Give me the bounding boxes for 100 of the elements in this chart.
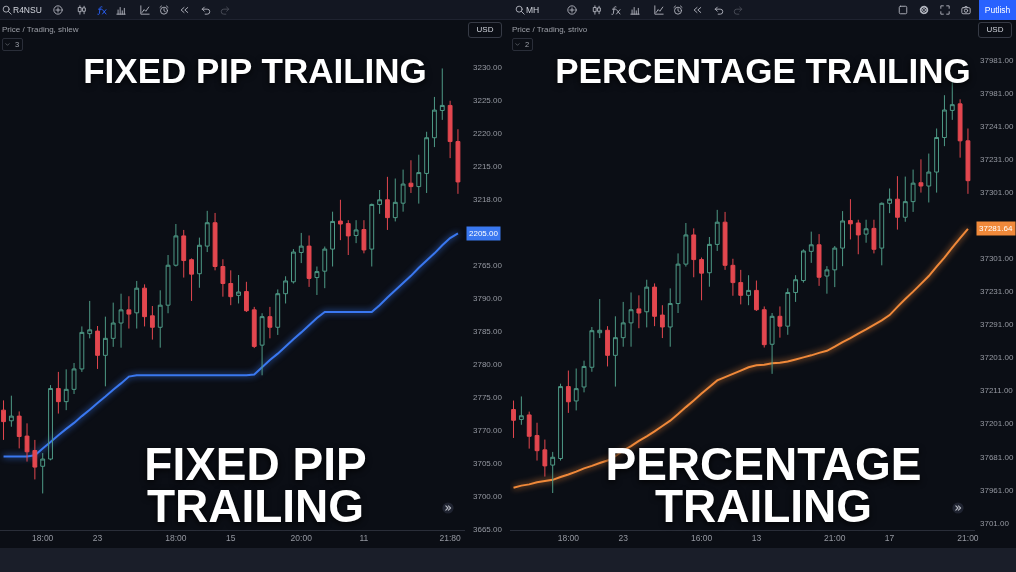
candlestick: [361, 219, 367, 254]
candlestick: [550, 451, 556, 494]
candlestick: [565, 370, 571, 414]
x-tick-label: 16:00: [690, 533, 713, 544]
text: 37211.00: [980, 386, 1013, 397]
candlestick: [345, 219, 351, 256]
candlestick: [377, 189, 383, 215]
x-tick-label: 13: [751, 533, 762, 544]
chart-subtitle: Price / Trading, strivo: [512, 25, 588, 34]
candlestick: [895, 175, 900, 231]
text: 37961.00: [980, 485, 1014, 496]
text: 3701.00: [980, 518, 1009, 529]
candlestick: [369, 203, 375, 267]
candlestick: [134, 280, 140, 330]
candlestick: [534, 422, 540, 462]
candlestick: [322, 246, 328, 289]
candlestick: [228, 269, 234, 306]
candlestick: [338, 199, 343, 241]
text: 37241.00: [980, 121, 1014, 132]
candlestick: [848, 198, 853, 240]
candlestick: [110, 302, 116, 348]
candlestick: [8, 395, 14, 428]
text: 37231.00: [980, 287, 1014, 298]
candlestick: [675, 252, 681, 314]
candlestick: [63, 368, 69, 411]
text: USD: [978, 22, 1012, 38]
candlestick: [667, 287, 673, 348]
annotation: FIXED PIP TRAILING: [143, 438, 368, 532]
text: 37201.00: [980, 419, 1014, 430]
candlestick: [597, 298, 603, 339]
text: 3700.00: [473, 492, 502, 503]
x-tick-label: 18:00: [32, 533, 54, 544]
candlestick: [753, 280, 759, 312]
candlestick: [212, 212, 218, 271]
candlestick: [957, 98, 963, 159]
text: 3230.00: [473, 63, 502, 74]
candlestick: [55, 371, 61, 415]
candlestick: [283, 275, 288, 304]
text: 37681.00: [980, 452, 1014, 463]
candlestick: [628, 291, 634, 348]
candlestick: [942, 94, 947, 147]
candlestick: [910, 169, 916, 213]
candlestick: [353, 219, 359, 244]
candlestick: [542, 439, 548, 478]
candlestick: [518, 395, 524, 426]
candlestick: [824, 265, 830, 295]
candlestick: [243, 281, 249, 313]
candlestick: [385, 176, 390, 231]
text: 2215.00: [473, 162, 502, 173]
text: 37201.00: [980, 353, 1014, 364]
candlestick: [447, 100, 453, 159]
chart-title: PERCENTAGE TRAILING: [554, 51, 972, 90]
candlestick: [71, 362, 77, 395]
candlestick: [683, 222, 689, 268]
candlestick: [855, 219, 861, 255]
candlestick: [306, 234, 312, 288]
candlestick: [149, 305, 155, 341]
candlestick: [118, 293, 124, 349]
candlestick: [659, 304, 665, 339]
candlestick: [102, 316, 108, 387]
candlestick: [636, 294, 642, 329]
text: 2780.00: [473, 360, 502, 371]
text: 2220.00: [473, 129, 502, 140]
x-tick-label: 18:00: [165, 533, 187, 544]
text: 3705.00: [473, 459, 502, 470]
x-tick-label: 15: [226, 533, 236, 544]
candlestick: [620, 301, 626, 348]
candlestick: [612, 315, 618, 388]
candlestick: [79, 325, 85, 373]
candlestick: [722, 211, 728, 271]
candlestick: [691, 227, 697, 278]
candlestick: [314, 266, 320, 296]
candlestick: [220, 258, 226, 298]
candlestick: [196, 237, 202, 289]
candlestick: [652, 282, 657, 327]
candlestick: [157, 289, 163, 349]
candlestick: [400, 169, 406, 213]
candlestick: [439, 67, 445, 121]
text: 3218.00: [473, 195, 502, 206]
candlestick: [511, 400, 516, 439]
x-tick-label: 23: [618, 533, 629, 544]
text: MH: [526, 5, 540, 15]
candlestick: [48, 384, 53, 461]
candlestick: [785, 287, 791, 336]
candlestick: [801, 248, 806, 284]
candlestick: [699, 257, 704, 301]
text: 37231.00: [980, 154, 1014, 165]
candlestick: [777, 305, 783, 339]
x-tick-label: 18:00: [557, 533, 580, 544]
candlestick: [432, 96, 437, 148]
candlestick: [275, 288, 281, 336]
x-tick-label: 21:00: [957, 533, 979, 544]
candlestick: [730, 258, 736, 297]
candlestick: [644, 279, 650, 328]
candlestick: [879, 201, 885, 266]
candlestick: [965, 127, 971, 195]
candlestick: [32, 439, 38, 480]
candlestick: [558, 383, 563, 462]
text: 3665.00: [473, 525, 502, 536]
x-tick-label: 20:00: [290, 533, 313, 544]
